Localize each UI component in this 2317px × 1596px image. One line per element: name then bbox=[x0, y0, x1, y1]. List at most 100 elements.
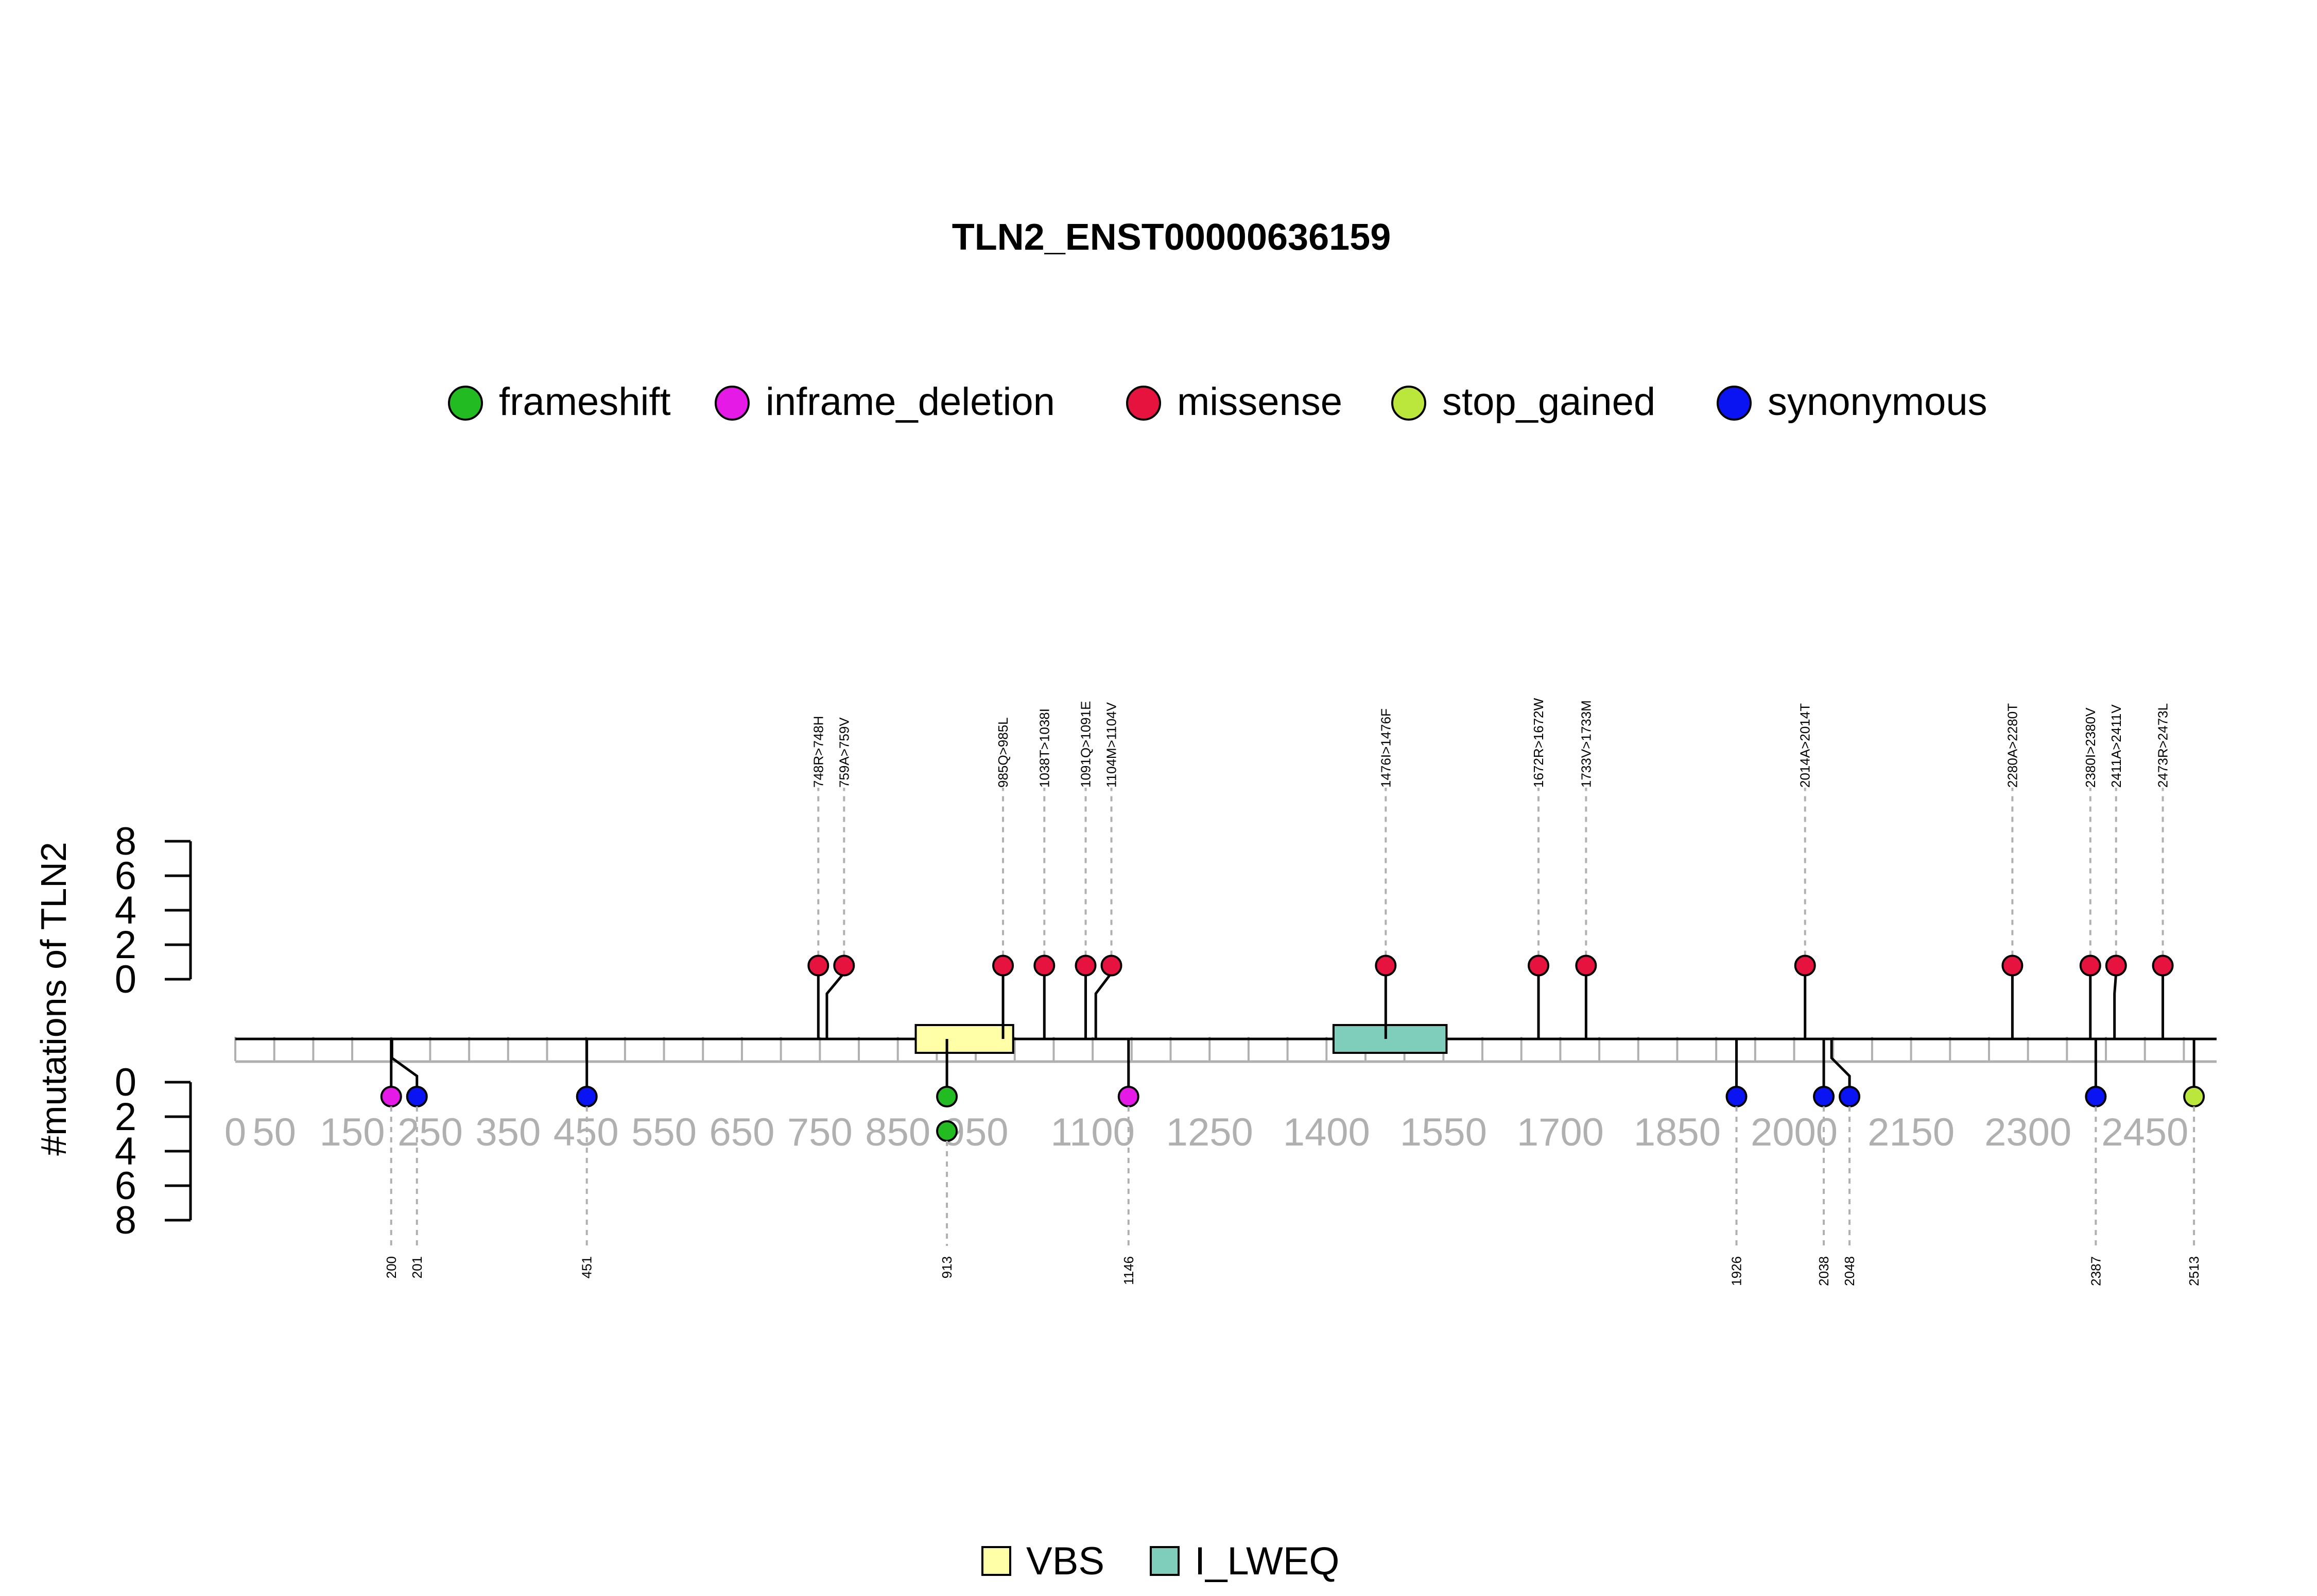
x-tick-label: 350 bbox=[475, 1111, 541, 1154]
x-tick-label: 2300 bbox=[1984, 1111, 2071, 1154]
lollipop-stem bbox=[1094, 965, 1113, 1039]
x-tick-label: 1550 bbox=[1400, 1111, 1487, 1154]
mutation-marker bbox=[2085, 1086, 2107, 1107]
legend-marker-I_LWEQ bbox=[1150, 1546, 1180, 1576]
legend-label-missense: missense bbox=[1177, 380, 1342, 424]
mutation-marker bbox=[1839, 1086, 1861, 1107]
mutation-marker bbox=[1033, 955, 1056, 977]
legend-label-inframe_deletion: inframe_deletion bbox=[766, 380, 1055, 424]
domain-legend: VBS I_LWEQ bbox=[981, 1539, 1340, 1583]
lollipop-stem bbox=[1830, 1039, 1851, 1087]
mutation-marker bbox=[833, 955, 855, 977]
mutation-label: 2048 bbox=[1842, 1256, 1857, 1286]
mutation-label: 2473R>2473L bbox=[2155, 703, 2171, 788]
plot-area: 0 50 150 250 350 450 550 650 750 850 950 1100 1250 14… bbox=[115, 698, 2217, 1286]
mutation-label: 2038 bbox=[1816, 1256, 1831, 1286]
x-tick-label: 50 bbox=[252, 1111, 296, 1154]
y-axis-bottom-tick-label: 4 bbox=[115, 1130, 136, 1173]
mutation-label: 1146 bbox=[1121, 1256, 1136, 1285]
mutation-marker bbox=[992, 955, 1014, 977]
x-tick-label: 0 bbox=[224, 1111, 246, 1154]
mutation-label: 748R>748H bbox=[810, 716, 826, 788]
mutation-label: 2380I>2380V bbox=[2083, 707, 2098, 788]
x-tick-label: 650 bbox=[710, 1111, 775, 1154]
mutation-label: 1672R>1672W bbox=[1531, 698, 1546, 788]
mutation-label: 1926 bbox=[1729, 1256, 1744, 1286]
legend-marker-inframe_deletion bbox=[715, 386, 750, 421]
domain-VBS bbox=[914, 1024, 1014, 1054]
legend-label-stop_gained: stop_gained bbox=[1442, 380, 1655, 424]
mutation-marker bbox=[406, 1086, 428, 1107]
x-tick-label: 1250 bbox=[1166, 1111, 1253, 1154]
x-tick-label: 2150 bbox=[1868, 1111, 1955, 1154]
legend-label-VBS: VBS bbox=[1026, 1539, 1104, 1583]
mutation-marker bbox=[936, 1086, 958, 1107]
domain-I_LWEQ bbox=[1332, 1024, 1448, 1054]
mutation-marker bbox=[2183, 1086, 2205, 1107]
legend-label-synonymous: synonymous bbox=[1768, 380, 1987, 424]
mutation-marker bbox=[936, 1120, 958, 1142]
mutation-marker bbox=[380, 1086, 402, 1107]
lollipop-stem bbox=[2113, 965, 2118, 1039]
legend-marker-VBS bbox=[981, 1546, 1011, 1576]
x-tick-label: 550 bbox=[631, 1111, 697, 1154]
y-axis-top-tick-label: 0 bbox=[115, 958, 136, 1001]
mutation-marker bbox=[807, 955, 829, 977]
mutation-label: 2411A>2411V bbox=[2108, 704, 2124, 788]
x-tick-label: 1850 bbox=[1634, 1111, 1721, 1154]
mutation-marker bbox=[1100, 955, 1122, 977]
mutation-marker bbox=[2001, 955, 2024, 977]
y-axis-bottom-tick-label: 2 bbox=[115, 1095, 136, 1139]
mutation-marker bbox=[1794, 955, 1816, 977]
mutation-marker bbox=[2079, 955, 2101, 977]
mutation-label: 201 bbox=[409, 1256, 425, 1278]
lollipop-stem bbox=[390, 1039, 419, 1087]
x-tick-label: 250 bbox=[397, 1111, 463, 1154]
mutation-marker bbox=[1375, 955, 1397, 977]
x-tick-label: 1100 bbox=[1050, 1111, 1134, 1154]
mutation-marker bbox=[1725, 1086, 1748, 1107]
y-axis-top-tick-label: 2 bbox=[115, 923, 136, 967]
mutation-label: 985Q>985L bbox=[995, 717, 1011, 788]
y-axis-bottom-tick-label: 8 bbox=[115, 1199, 136, 1242]
legend-marker-frameshift bbox=[448, 386, 483, 421]
mutation-marker bbox=[1575, 955, 1597, 977]
mutation-marker bbox=[2152, 955, 2174, 977]
lollipop-stem bbox=[825, 965, 845, 1039]
mutation-marker bbox=[1075, 955, 1097, 977]
mutation-type-legend: frameshift inframe_deletion missense stop_g… bbox=[448, 380, 1987, 424]
y-axis-bottom-tick-label: 0 bbox=[115, 1061, 136, 1104]
mutation-label: 1091Q>1091E bbox=[1078, 701, 1094, 788]
y-axis-top-tick-label: 4 bbox=[115, 889, 136, 932]
mutation-marker bbox=[2105, 955, 2127, 977]
x-tick-label: 1400 bbox=[1283, 1111, 1370, 1154]
legend-marker-synonymous bbox=[1717, 386, 1752, 421]
mutation-label: 759A>759V bbox=[836, 717, 852, 788]
mutation-marker bbox=[1528, 955, 1550, 977]
mutation-label: 2513 bbox=[2186, 1256, 2202, 1286]
mutation-label: 1038T>1038I bbox=[1036, 708, 1052, 788]
y-axis-top-tick-label: 6 bbox=[115, 854, 136, 898]
mutation-marker bbox=[1813, 1086, 1835, 1107]
y-axis-label: #mutations of TLN2 bbox=[33, 842, 74, 1156]
mutation-label: 2280A>2280T bbox=[2004, 703, 2020, 788]
mutation-marker bbox=[1117, 1086, 1139, 1107]
x-tick-label: 2450 bbox=[2101, 1111, 2188, 1154]
mutation-label: 1733V>1733M bbox=[1578, 700, 1594, 788]
x-tick-label: 850 bbox=[865, 1111, 930, 1154]
x-tick-label: 150 bbox=[320, 1111, 385, 1154]
mutation-marker bbox=[576, 1086, 598, 1107]
y-axis-bottom-tick-label: 6 bbox=[115, 1164, 136, 1208]
legend-label-frameshift: frameshift bbox=[499, 380, 671, 424]
legend-marker-stop_gained bbox=[1391, 386, 1426, 421]
mutation-label: 451 bbox=[579, 1256, 595, 1278]
mutation-label: 1104M>1104V bbox=[1104, 702, 1119, 788]
mutation-label: 2014A>2014T bbox=[1797, 703, 1813, 788]
chart-title: TLN2_ENST00000636159 bbox=[952, 217, 1391, 258]
x-tick-label: 750 bbox=[787, 1111, 853, 1154]
mutation-label: 200 bbox=[384, 1256, 399, 1278]
y-axis-top-tick-label: 8 bbox=[115, 820, 136, 863]
legend-label-I_LWEQ: I_LWEQ bbox=[1195, 1539, 1340, 1583]
mutation-label: 1476I>1476F bbox=[1378, 708, 1393, 788]
